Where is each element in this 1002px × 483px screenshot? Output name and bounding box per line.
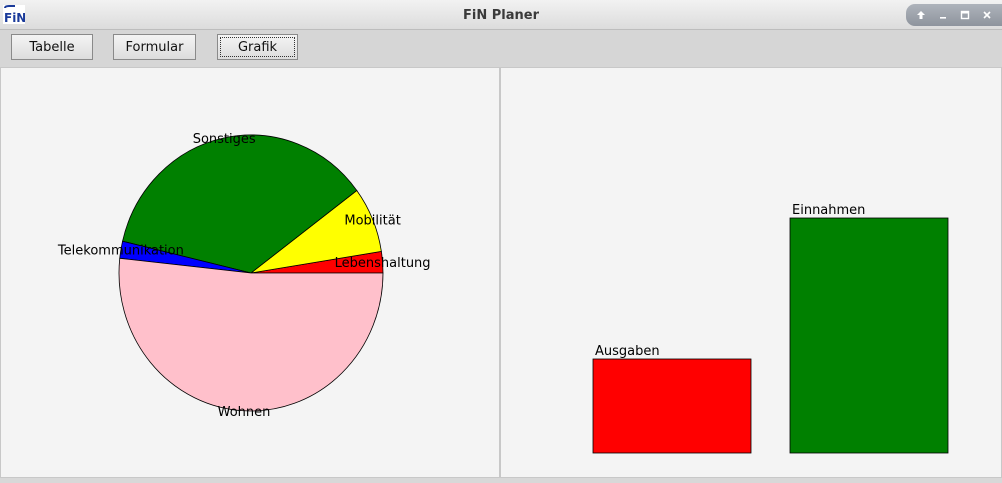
- bar-einnahmen: [789, 217, 949, 454]
- pie-label-sonstiges: Sonstiges: [193, 132, 256, 147]
- pie-label-telekommunikation: Telekommunikation: [57, 244, 184, 259]
- window-controls: [906, 4, 1002, 26]
- app-logo-text: FiN: [4, 11, 25, 24]
- arrow-up-icon[interactable]: [913, 7, 929, 23]
- pie-label-mobilitat: Mobilität: [344, 213, 400, 228]
- bar-chart: Ausgaben Einnahmen: [592, 203, 949, 454]
- pie-slice-sonstiges: [122, 134, 358, 274]
- pie-slice-wohnen: [118, 257, 384, 412]
- close-icon[interactable]: [979, 7, 995, 23]
- pie-chart: Lebenshaltung Mobilität Sonstiges Telekommu…: [57, 132, 431, 420]
- bar-ausgaben: [592, 358, 752, 454]
- toolbar: Tabelle Formular Grafik: [0, 30, 1002, 67]
- bar-chart-panel: Ausgaben Einnahmen: [500, 67, 1002, 478]
- window-bottom-edge: [0, 478, 1002, 483]
- tabelle-button[interactable]: Tabelle: [11, 34, 93, 60]
- formular-button[interactable]: Formular: [113, 34, 196, 60]
- pie-chart-panel: Lebenshaltung Mobilität Sonstiges Telekommu…: [0, 67, 500, 478]
- app-logo-icon: FiN: [3, 5, 25, 24]
- pie-label-wohnen: Wohnen: [218, 405, 271, 420]
- maximize-icon[interactable]: [957, 7, 973, 23]
- window-title: FiN Planer: [463, 8, 539, 23]
- bar-label-ausgaben: Ausgaben: [595, 344, 660, 359]
- minimize-icon[interactable]: [935, 7, 951, 23]
- title-bar: FiN FiN Planer: [0, 0, 1002, 30]
- grafik-button[interactable]: Grafik: [217, 34, 298, 60]
- bar-label-einnahmen: Einnahmen: [792, 203, 865, 218]
- pie-label-lebenshaltung: Lebenshaltung: [335, 256, 431, 271]
